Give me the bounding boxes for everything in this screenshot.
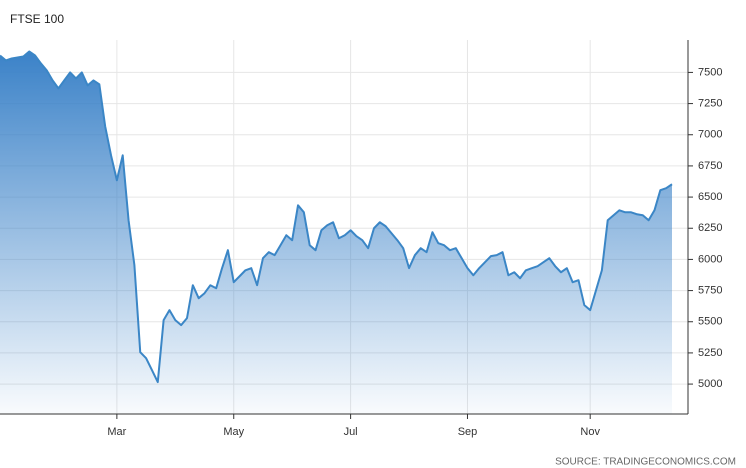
x-tick-label: Sep bbox=[458, 426, 478, 438]
y-tick-label: 6750 bbox=[698, 160, 722, 172]
y-tick-label: 5250 bbox=[698, 347, 722, 359]
x-tick-label: Nov bbox=[580, 426, 600, 438]
y-tick-label: 6000 bbox=[698, 253, 722, 265]
y-tick-label: 5000 bbox=[698, 378, 722, 390]
x-tick-label: Mar bbox=[107, 426, 126, 438]
x-tick-label: May bbox=[223, 426, 244, 438]
y-tick-label: 5500 bbox=[698, 316, 722, 328]
x-tick-label: Jul bbox=[344, 426, 358, 438]
y-tick-label: 7250 bbox=[698, 97, 722, 109]
y-tick-label: 5750 bbox=[698, 284, 722, 296]
chart-title: FTSE 100 bbox=[10, 12, 64, 26]
y-tick-label: 7000 bbox=[698, 129, 722, 141]
y-tick-label: 6500 bbox=[698, 191, 722, 203]
source: SOURCE: TRADINGECONOMICS.COM bbox=[555, 457, 736, 468]
line bbox=[0, 50, 673, 384]
y-tick-label: 6250 bbox=[698, 222, 722, 234]
y-tick-label: 7500 bbox=[698, 66, 722, 78]
